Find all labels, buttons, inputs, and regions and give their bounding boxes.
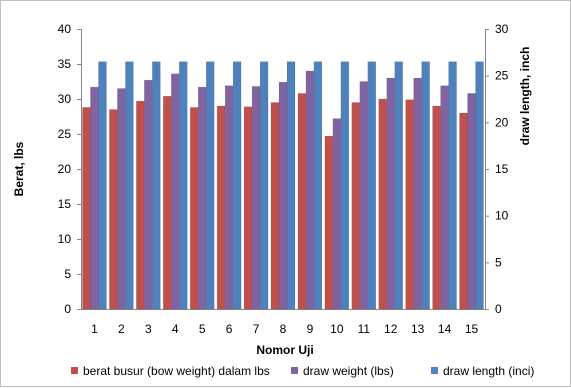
bar-series2-5 xyxy=(197,86,207,310)
legend-swatch xyxy=(291,367,298,374)
bar-series3-10 xyxy=(340,61,350,310)
bar-series1-3 xyxy=(136,100,145,310)
y-tick-label: 0 xyxy=(64,302,71,316)
y-axis-ticks: 0 5 10 15 20 25 30 35 40 xyxy=(58,22,81,316)
bar-series3-11 xyxy=(367,61,377,310)
bar-series1-4 xyxy=(163,95,172,310)
bar-series2-13 xyxy=(413,77,422,310)
x-tick-label: 12 xyxy=(384,322,398,336)
x-tick-label: 8 xyxy=(280,322,287,336)
legend-swatch xyxy=(71,367,78,374)
bar-series3-8 xyxy=(286,61,296,310)
bar-series3-7 xyxy=(259,61,269,310)
y2-axis-ticks: 0 5 10 15 20 25 30 xyxy=(485,22,509,316)
bar-series1-5 xyxy=(189,107,199,310)
x-axis-ticks: 1 2 3 4 5 6 7 8 9 10 11 12 13 14 15 xyxy=(91,322,478,336)
bars-layer xyxy=(82,61,484,310)
y-axis-title: Berat, lbs xyxy=(12,141,26,196)
bar-series1-6 xyxy=(216,105,226,310)
bar-series2-11 xyxy=(359,81,369,310)
x-tick-label: 5 xyxy=(199,322,206,336)
bar-series2-3 xyxy=(144,79,153,310)
bar-series3-5 xyxy=(205,61,215,310)
bar-series3-2 xyxy=(125,61,134,310)
bar-series1-12 xyxy=(378,98,387,310)
bar-series1-8 xyxy=(270,102,280,310)
bar-series2-2 xyxy=(117,88,126,310)
y2-tick-label: 15 xyxy=(495,162,509,176)
bar-series3-14 xyxy=(448,61,457,310)
y2-tick-label: 30 xyxy=(495,22,509,36)
legend-label: berat busur (bow weight) dalam lbs xyxy=(83,364,270,378)
bar-series3-13 xyxy=(421,61,430,310)
y-tick-label: 40 xyxy=(58,22,72,36)
y-tick-label: 5 xyxy=(64,267,71,281)
x-tick-label: 3 xyxy=(145,322,152,336)
legend-swatch xyxy=(431,367,438,374)
bar-series2-14 xyxy=(440,85,449,310)
bar-series3-12 xyxy=(394,61,403,310)
bar-series3-4 xyxy=(179,61,188,310)
y-tick-label: 35 xyxy=(58,57,72,71)
bar-series1-14 xyxy=(432,105,441,310)
y2-tick-label: 10 xyxy=(495,209,509,223)
legend-label: draw length (inci) xyxy=(443,364,534,378)
bar-series2-10 xyxy=(332,118,342,310)
bar-series3-1 xyxy=(98,61,107,310)
bar-series2-6 xyxy=(224,85,234,310)
x-tick-label: 1 xyxy=(91,322,98,336)
bar-series1-9 xyxy=(297,93,307,310)
bar-series2-9 xyxy=(305,70,315,310)
x-tick-label: 11 xyxy=(358,322,371,336)
x-tick-label: 7 xyxy=(253,322,260,336)
bar-series3-15 xyxy=(475,61,484,310)
bar-series2-4 xyxy=(171,73,180,310)
bar-series3-3 xyxy=(152,61,161,310)
bar-series1-2 xyxy=(109,109,118,310)
bar-series2-15 xyxy=(467,93,476,310)
bar-series1-11 xyxy=(351,102,361,310)
x-tick-label: 10 xyxy=(330,322,344,336)
bar-series1-15 xyxy=(459,112,468,310)
bar-series1-1 xyxy=(82,107,91,310)
y-tick-label: 15 xyxy=(58,197,72,211)
y2-tick-label: 25 xyxy=(495,69,509,83)
bar-series1-10 xyxy=(324,135,334,310)
bar-series1-7 xyxy=(243,106,253,310)
x-tick-label: 9 xyxy=(307,322,314,336)
y-tick-label: 10 xyxy=(58,232,72,246)
x-axis-title: Nomor Uji xyxy=(256,343,313,357)
x-tick-label: 4 xyxy=(172,322,179,336)
legend: berat busur (bow weight) dalam lbs draw w… xyxy=(71,364,534,378)
bar-series2-7 xyxy=(251,86,261,310)
bar-series2-12 xyxy=(386,77,395,310)
y-tick-label: 25 xyxy=(58,127,72,141)
y2-tick-label: 20 xyxy=(495,115,509,129)
bar-series2-1 xyxy=(90,86,99,310)
y2-axis-title: draw length, inch xyxy=(518,47,532,146)
bar-series2-8 xyxy=(278,81,288,310)
bar-series3-6 xyxy=(232,61,242,310)
y2-tick-label: 0 xyxy=(495,302,502,316)
y-tick-label: 30 xyxy=(58,92,72,106)
bar-series1-13 xyxy=(405,99,414,310)
y2-tick-label: 5 xyxy=(495,255,502,269)
legend-label: draw weight (lbs) xyxy=(303,364,394,378)
bar-series3-9 xyxy=(313,61,323,310)
x-tick-label: 15 xyxy=(465,322,479,336)
x-tick-label: 13 xyxy=(411,322,425,336)
x-tick-label: 6 xyxy=(226,322,233,336)
x-tick-label: 2 xyxy=(118,322,125,336)
x-tick-label: 14 xyxy=(438,322,452,336)
y-tick-label: 20 xyxy=(58,162,72,176)
